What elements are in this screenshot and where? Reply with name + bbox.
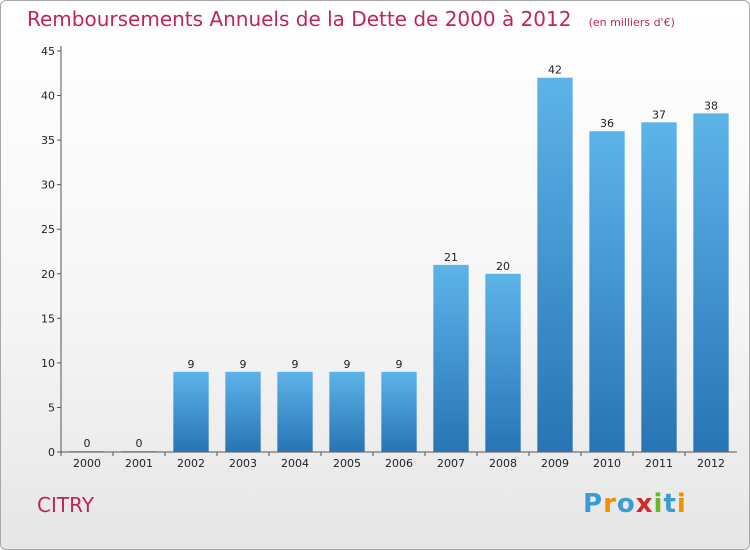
x-tick-label-2011: 2011 — [645, 457, 673, 470]
data-label-2008: 20 — [496, 260, 510, 273]
y-tick-label: 20 — [41, 268, 55, 281]
y-tick-label: 45 — [41, 45, 55, 58]
y-tick-label: 10 — [41, 357, 55, 370]
x-tick-label-2002: 2002 — [177, 457, 205, 470]
data-label-2001: 0 — [136, 437, 143, 450]
x-tick-label-2000: 2000 — [73, 457, 101, 470]
data-label-2009: 42 — [548, 64, 562, 77]
brand-letter: x — [635, 489, 654, 519]
y-tick-label: 30 — [41, 179, 55, 192]
brand-letter: P — [583, 489, 604, 519]
x-tick-label-2004: 2004 — [281, 457, 309, 470]
x-tick-label-2003: 2003 — [229, 457, 257, 470]
x-tick-label-2007: 2007 — [437, 457, 465, 470]
data-label-2011: 37 — [652, 108, 666, 121]
brand-letter: t — [663, 489, 677, 519]
bar-2012[interactable] — [693, 113, 729, 452]
bar-2002[interactable] — [173, 371, 209, 452]
title-row: Remboursements Annuels de la Dette de 20… — [27, 7, 675, 31]
y-tick-label: 0 — [48, 446, 55, 459]
bar-2001[interactable] — [121, 451, 157, 452]
x-tick-label-2012: 2012 — [697, 457, 725, 470]
data-label-2006: 9 — [396, 358, 403, 371]
brand-logo[interactable]: Proxiti — [583, 489, 687, 519]
brand-letter: i — [653, 489, 664, 519]
bar-2000[interactable] — [69, 451, 105, 452]
brand-letter: o — [616, 489, 636, 519]
data-label-2000: 0 — [84, 437, 91, 450]
x-tick-label-2005: 2005 — [333, 457, 361, 470]
chart-subtitle: (en milliers d'€) — [588, 16, 675, 29]
data-label-2004: 9 — [292, 358, 299, 371]
bar-2010[interactable] — [589, 131, 625, 452]
data-label-2003: 9 — [240, 358, 247, 371]
bar-2007[interactable] — [433, 264, 469, 452]
bar-2009[interactable] — [537, 77, 573, 452]
chart-title: Remboursements Annuels de la Dette de 20… — [27, 7, 572, 31]
y-tick-label: 25 — [41, 223, 55, 236]
brand-letter: i — [676, 489, 687, 519]
data-label-2002: 9 — [188, 358, 195, 371]
x-tick-label-2009: 2009 — [541, 457, 569, 470]
y-tick-label: 40 — [41, 90, 55, 103]
y-tick-label: 5 — [48, 401, 55, 414]
bar-2005[interactable] — [329, 371, 365, 452]
x-tick-label-2006: 2006 — [385, 457, 413, 470]
bar-2003[interactable] — [225, 371, 261, 452]
bar-2008[interactable] — [485, 273, 521, 452]
bar-2006[interactable] — [381, 371, 417, 452]
brand-letter: r — [603, 489, 617, 519]
y-tick-label: 35 — [41, 134, 55, 147]
town-name: CITRY — [37, 493, 94, 517]
x-tick-label-2001: 2001 — [125, 457, 153, 470]
y-tick-label: 15 — [41, 312, 55, 325]
data-label-2012: 38 — [704, 99, 718, 112]
x-tick-label-2010: 2010 — [593, 457, 621, 470]
data-label-2005: 9 — [344, 358, 351, 371]
bar-2011[interactable] — [641, 122, 677, 453]
data-label-2010: 36 — [600, 117, 614, 130]
bar-2004[interactable] — [277, 371, 313, 452]
data-label-2007: 21 — [444, 251, 458, 264]
x-tick-label-2008: 2008 — [489, 457, 517, 470]
